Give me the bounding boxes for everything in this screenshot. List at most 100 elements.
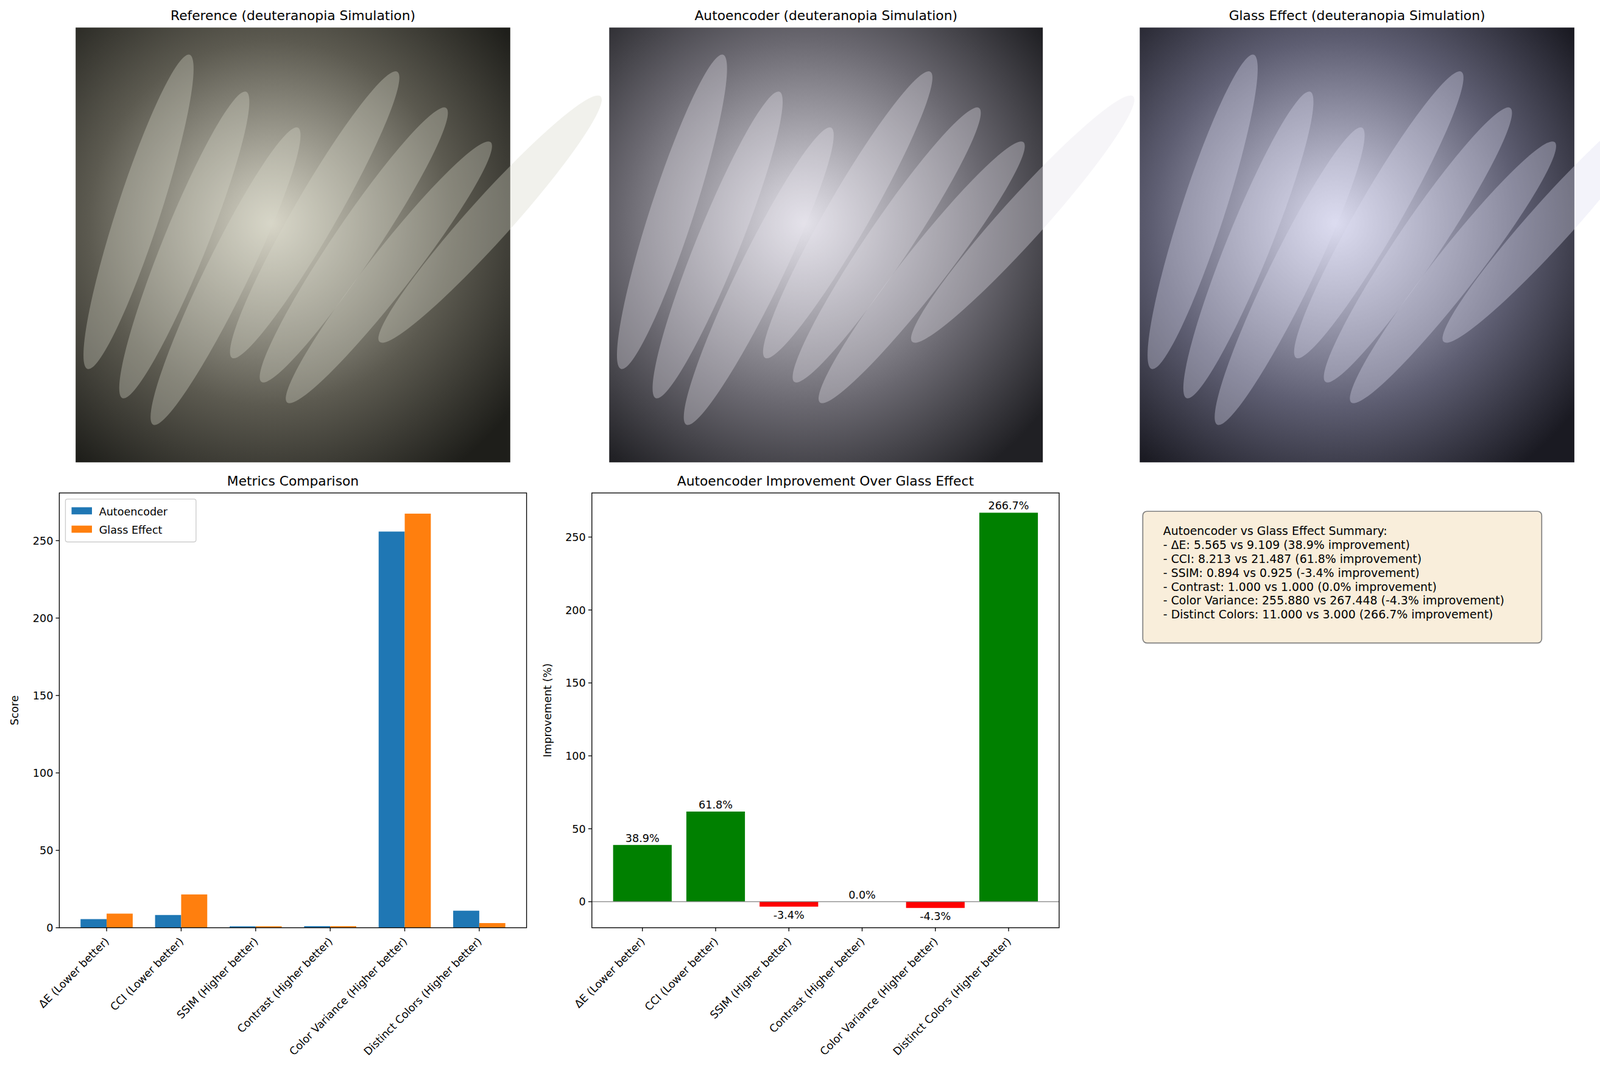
y-axis-label: Improvement (%) bbox=[541, 663, 554, 758]
bar bbox=[180, 894, 208, 928]
x-tick bbox=[404, 927, 406, 932]
x-tick-label: Color Variance (Higher better) bbox=[817, 934, 940, 1058]
bar bbox=[479, 922, 506, 928]
y-tick bbox=[56, 926, 60, 928]
bar bbox=[686, 811, 745, 902]
summary-line: - Distinct Colors: 11.000 vs 3.000 (266.… bbox=[1163, 607, 1494, 621]
bar bbox=[979, 512, 1038, 902]
y-tick bbox=[56, 617, 60, 619]
bar bbox=[106, 913, 133, 928]
x-tick-label: CCI (Lower better) bbox=[642, 934, 721, 1013]
summary-line: - Color Variance: 255.880 vs 267.448 (-4… bbox=[1163, 593, 1505, 607]
axes-frame bbox=[592, 492, 1060, 928]
data-label: -3.4% bbox=[773, 908, 805, 921]
y-tick bbox=[588, 755, 593, 756]
photo-shape bbox=[1427, 81, 1600, 357]
y-tick bbox=[588, 828, 593, 829]
data-label: -4.3% bbox=[919, 909, 951, 923]
figure: Reference (deuteranopia Simulation) Autoe… bbox=[0, 0, 1600, 1090]
y-tick bbox=[588, 609, 593, 611]
x-tick-label: Distinct Colors (Higher better) bbox=[890, 934, 1013, 1058]
y-tick-label: 150 bbox=[565, 676, 586, 689]
photo-shape bbox=[363, 81, 617, 357]
panel-title: Glass Effect (deuteranopia Simulation) bbox=[1229, 8, 1486, 24]
photo-shape bbox=[269, 128, 508, 416]
x-tick bbox=[478, 927, 480, 932]
x-tick bbox=[1007, 927, 1009, 932]
x-tick bbox=[641, 927, 643, 932]
bar bbox=[453, 910, 480, 928]
panel-title: Autoencoder (deuteranopia Simulation) bbox=[694, 8, 957, 24]
x-tick bbox=[788, 927, 790, 932]
bar bbox=[613, 844, 672, 902]
panel-title: Reference (deuteranopia Simulation) bbox=[170, 8, 416, 24]
x-tick-label: ΔE (Lower better) bbox=[36, 934, 112, 1010]
x-tick-label: CCI (Lower better) bbox=[107, 934, 186, 1013]
bar bbox=[80, 919, 107, 928]
data-label: 61.8% bbox=[698, 798, 733, 811]
x-tick bbox=[715, 927, 716, 932]
y-tick bbox=[56, 849, 60, 851]
summary-line: - Contrast: 1.000 vs 1.000 (0.0% improve… bbox=[1163, 579, 1437, 594]
bar bbox=[155, 914, 182, 928]
y-tick-label: 100 bbox=[565, 749, 586, 762]
summary-line: - SSIM: 0.894 vs 0.925 (-3.4% improvemen… bbox=[1163, 565, 1420, 580]
x-tick-label: SSIM (Higher better) bbox=[174, 934, 261, 1021]
chart: 050100150200250ΔE (Lower better)CCI (Low… bbox=[8, 473, 527, 1058]
legend-box bbox=[65, 498, 196, 542]
plot-area bbox=[592, 512, 1060, 909]
x-tick bbox=[861, 927, 863, 932]
x-tick-label: SSIM (Higher better) bbox=[707, 934, 794, 1021]
legend-label: Glass Effect bbox=[99, 523, 163, 536]
y-tick bbox=[588, 682, 593, 683]
x-tick-label: ΔE (Lower better) bbox=[571, 934, 647, 1010]
bar bbox=[378, 531, 406, 927]
y-tick bbox=[56, 694, 60, 696]
plot-area bbox=[80, 513, 505, 928]
y-tick-label: 200 bbox=[32, 612, 54, 625]
x-tick-label: Distinct Colors (Higher better) bbox=[361, 934, 484, 1058]
x-tick bbox=[329, 927, 331, 932]
summary-line: Autoencoder vs Glass Effect Summary: bbox=[1163, 523, 1388, 538]
x-tick bbox=[255, 927, 256, 932]
legend-label: Autoencoder bbox=[99, 505, 169, 518]
y-tick-label: 50 bbox=[39, 844, 53, 857]
baseline bbox=[592, 900, 1060, 902]
chart: 0 50 100 150 200 250 ΔE (Lower better)CCI (Low… bbox=[541, 473, 1060, 1058]
x-tick-label: Color Variance (Higher better) bbox=[286, 934, 410, 1058]
y-tick bbox=[56, 772, 60, 773]
y-tick-label: 100 bbox=[32, 766, 54, 779]
photo-shape bbox=[1334, 128, 1572, 416]
y-tick-label: 0 bbox=[579, 895, 586, 908]
y-tick-label: 0 bbox=[46, 921, 53, 934]
y-tick bbox=[56, 540, 60, 541]
y-tick-label: 250 bbox=[32, 534, 54, 547]
photo-shape bbox=[895, 81, 1150, 357]
y-tick-label: 50 bbox=[571, 822, 586, 836]
summary: Autoencoder vs Glass Effect Summary:- ΔE… bbox=[1142, 511, 1542, 643]
y-tick bbox=[588, 536, 593, 538]
data-label: 266.7% bbox=[987, 499, 1029, 512]
y-tick-label: 250 bbox=[565, 531, 586, 544]
data-label: 38.9% bbox=[625, 831, 660, 845]
legend: Autoencoder Glass Effect bbox=[65, 498, 196, 542]
legend-swatch bbox=[71, 507, 92, 515]
y-tick bbox=[588, 900, 593, 902]
bar bbox=[405, 513, 432, 928]
chart-title: Autoencoder Improvement Over Glass Effec… bbox=[677, 473, 975, 489]
photo-shape bbox=[802, 128, 1041, 416]
axes-frame bbox=[59, 492, 527, 928]
legend-swatch bbox=[71, 525, 92, 533]
chart-title: Metrics Comparison bbox=[227, 473, 359, 489]
y-tick-label: 200 bbox=[565, 604, 586, 617]
x-tick bbox=[105, 927, 107, 932]
summary-box bbox=[1142, 511, 1542, 643]
y-axis-label: Score bbox=[8, 694, 21, 725]
x-tick bbox=[934, 927, 936, 932]
bar bbox=[906, 901, 965, 908]
bar bbox=[759, 901, 818, 907]
x-tick bbox=[180, 927, 182, 932]
data-label: 0.0% bbox=[848, 888, 876, 901]
summary-line: - CCI: 8.213 vs 21.487 (61.8% improvemen… bbox=[1163, 551, 1422, 566]
summary-line: - ΔE: 5.565 vs 9.109 (38.9% improvement) bbox=[1163, 537, 1410, 552]
